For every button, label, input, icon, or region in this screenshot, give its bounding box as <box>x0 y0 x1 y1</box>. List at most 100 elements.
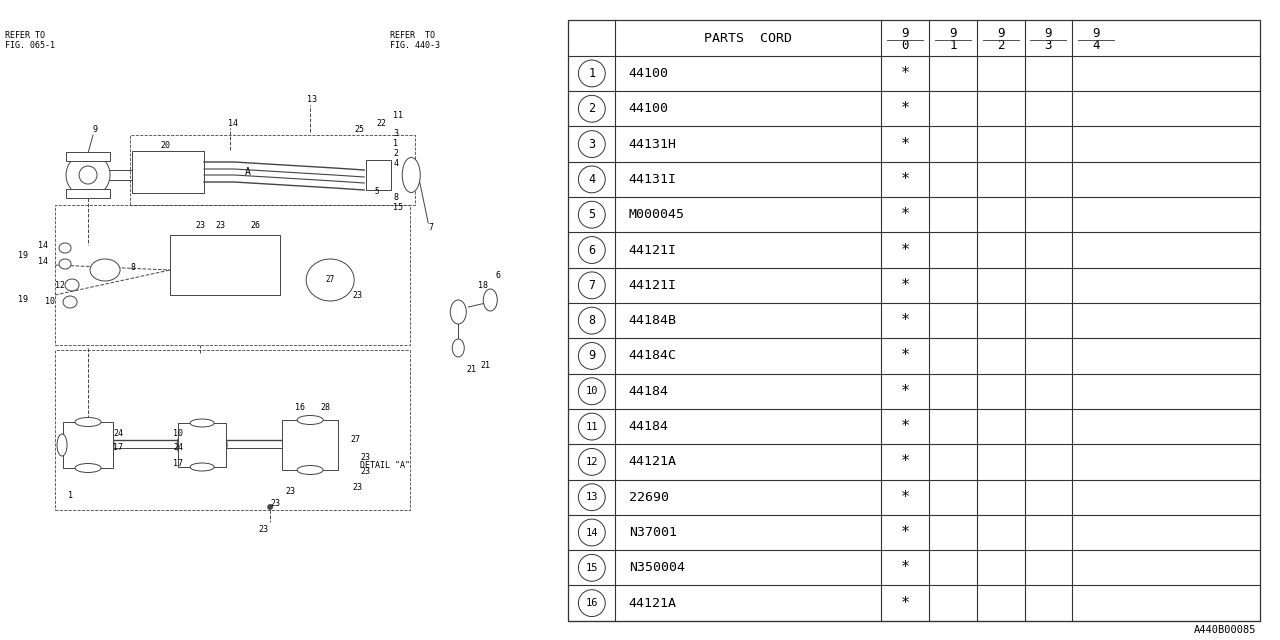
Text: N37001: N37001 <box>628 526 677 539</box>
Circle shape <box>67 153 110 197</box>
Text: 7: 7 <box>589 279 595 292</box>
Text: 3: 3 <box>589 138 595 150</box>
Bar <box>63 422 113 468</box>
Text: 44131H: 44131H <box>628 138 677 150</box>
Bar <box>55 350 410 510</box>
Text: 23: 23 <box>215 221 225 230</box>
Ellipse shape <box>452 339 465 357</box>
Text: 17: 17 <box>173 458 183 467</box>
Text: 18: 18 <box>479 280 488 289</box>
Text: 24: 24 <box>113 429 123 438</box>
Text: 27: 27 <box>351 435 360 445</box>
Circle shape <box>579 554 605 581</box>
Circle shape <box>579 60 605 87</box>
Ellipse shape <box>58 434 67 456</box>
Ellipse shape <box>65 279 79 291</box>
Text: 14: 14 <box>585 527 598 538</box>
Bar <box>131 135 415 205</box>
Text: 21: 21 <box>466 365 476 374</box>
Text: 9: 9 <box>950 27 956 40</box>
Text: 4: 4 <box>393 159 398 168</box>
Text: 44121I: 44121I <box>628 243 677 257</box>
Bar <box>366 160 392 190</box>
Circle shape <box>579 589 605 616</box>
Bar <box>132 151 204 193</box>
Text: 44184: 44184 <box>628 420 668 433</box>
Text: 15: 15 <box>585 563 598 573</box>
Circle shape <box>579 166 605 193</box>
Circle shape <box>579 307 605 334</box>
Ellipse shape <box>76 463 101 472</box>
Text: 14: 14 <box>228 118 238 127</box>
Text: 16: 16 <box>296 403 305 412</box>
Bar <box>170 235 280 295</box>
Circle shape <box>579 272 605 299</box>
Text: *: * <box>901 490 910 505</box>
Text: 23: 23 <box>352 291 362 300</box>
Text: 9: 9 <box>997 27 1005 40</box>
Bar <box>282 420 338 470</box>
Text: *: * <box>901 596 910 611</box>
Text: *: * <box>901 136 910 152</box>
Bar <box>67 189 110 198</box>
Text: 3: 3 <box>393 129 398 138</box>
Circle shape <box>579 413 605 440</box>
Text: 4: 4 <box>589 173 595 186</box>
Text: *: * <box>901 525 910 540</box>
Ellipse shape <box>90 259 120 281</box>
Text: 9: 9 <box>92 125 97 134</box>
Ellipse shape <box>484 289 498 311</box>
Text: *: * <box>901 66 910 81</box>
Text: 12: 12 <box>55 280 65 289</box>
Text: 44100: 44100 <box>628 67 668 80</box>
Text: M000045: M000045 <box>628 208 685 221</box>
Text: 11: 11 <box>393 111 403 120</box>
Bar <box>178 423 227 467</box>
Text: 9: 9 <box>1092 27 1100 40</box>
Text: 23: 23 <box>259 525 268 534</box>
Ellipse shape <box>283 420 338 470</box>
Text: 7: 7 <box>429 223 433 232</box>
Text: 9: 9 <box>589 349 595 362</box>
Text: 44121A: 44121A <box>628 596 677 610</box>
Text: 22690: 22690 <box>628 491 668 504</box>
Text: 44121A: 44121A <box>628 456 677 468</box>
Bar <box>67 152 110 161</box>
Text: 8: 8 <box>131 264 136 273</box>
Text: 15: 15 <box>393 202 403 211</box>
Text: 44184: 44184 <box>628 385 668 398</box>
Text: 2: 2 <box>997 40 1005 52</box>
Ellipse shape <box>191 419 214 427</box>
Text: *: * <box>901 172 910 187</box>
Ellipse shape <box>306 259 355 301</box>
Text: A440B00085: A440B00085 <box>1194 625 1257 635</box>
Text: 10: 10 <box>585 387 598 396</box>
Circle shape <box>579 484 605 511</box>
Text: 13: 13 <box>585 492 598 502</box>
Text: 20: 20 <box>160 141 170 150</box>
Text: 3: 3 <box>1044 40 1052 52</box>
Bar <box>55 205 410 345</box>
Ellipse shape <box>59 259 72 269</box>
Text: 27: 27 <box>325 275 334 285</box>
Ellipse shape <box>297 465 323 474</box>
Circle shape <box>268 504 273 509</box>
Text: *: * <box>901 384 910 399</box>
Circle shape <box>579 95 605 122</box>
Circle shape <box>579 519 605 546</box>
Text: 1: 1 <box>68 490 73 499</box>
Text: 17: 17 <box>113 444 123 452</box>
Ellipse shape <box>76 417 101 426</box>
Text: 1: 1 <box>950 40 956 52</box>
Text: FIG. 440-3: FIG. 440-3 <box>390 40 440 49</box>
Text: *: * <box>901 278 910 293</box>
Circle shape <box>579 342 605 369</box>
Text: 23: 23 <box>195 221 205 230</box>
Circle shape <box>79 166 97 184</box>
Text: 6: 6 <box>495 271 500 280</box>
Text: 10: 10 <box>173 429 183 438</box>
Bar <box>568 20 1260 621</box>
Text: 1: 1 <box>589 67 595 80</box>
Text: 2: 2 <box>589 102 595 115</box>
Text: 26: 26 <box>250 221 260 230</box>
